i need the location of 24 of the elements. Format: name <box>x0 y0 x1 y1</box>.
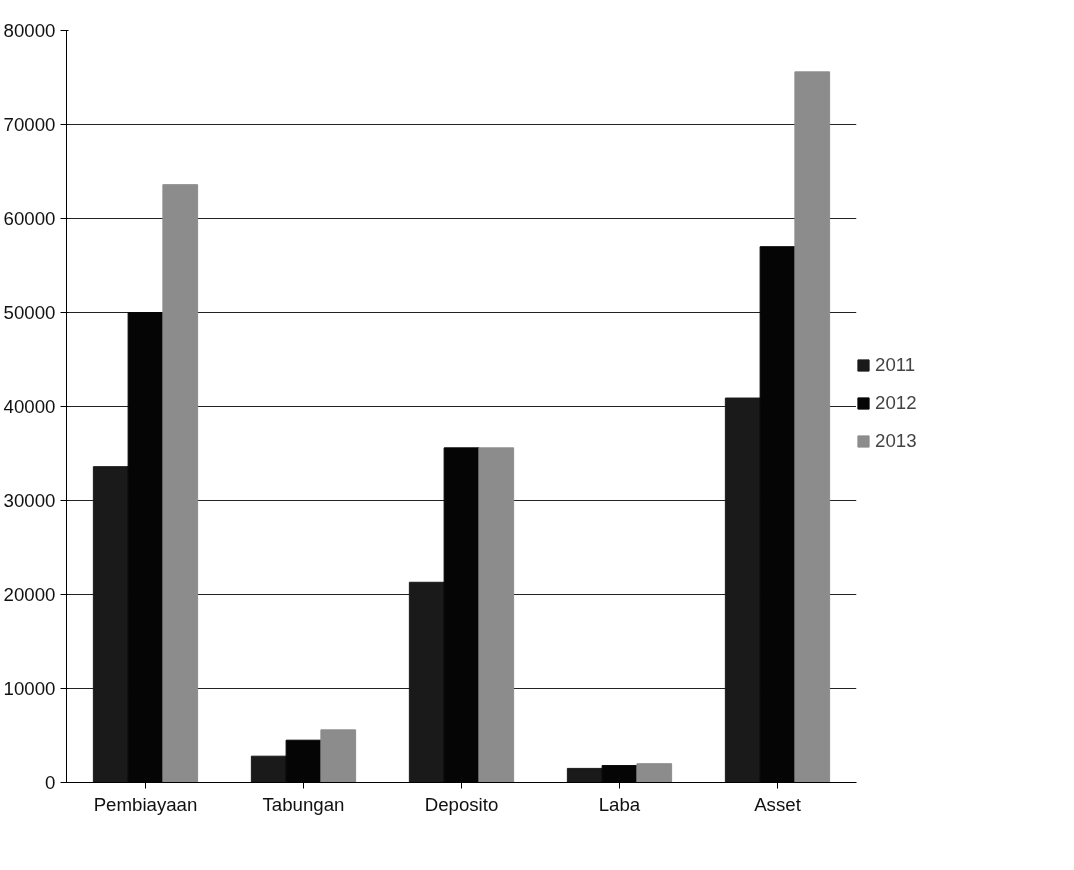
y-tick-label: 20000 <box>3 584 56 605</box>
y-tick-label: 30000 <box>3 490 56 511</box>
bar <box>566 767 603 783</box>
bar <box>162 184 199 783</box>
bar <box>250 755 287 783</box>
x-tick-label: Asset <box>754 793 802 815</box>
bar <box>320 729 357 783</box>
legend-label: 2013 <box>875 430 917 452</box>
x-tick-label: Tabungan <box>262 793 345 815</box>
y-tick-label: 60000 <box>3 208 56 229</box>
x-tick-label: Laba <box>598 793 641 815</box>
y-tick-label: 80000 <box>3 20 56 41</box>
bar <box>478 447 515 783</box>
legend-label: 2011 <box>875 354 916 376</box>
y-tick-label: 40000 <box>3 396 56 417</box>
y-tick-label: 0 <box>45 772 56 793</box>
legend-label: 2012 <box>875 392 917 414</box>
y-tick-label: 70000 <box>3 114 56 135</box>
y-tick-label: 10000 <box>3 678 56 699</box>
x-tick-label: Pembiayaan <box>93 793 198 815</box>
x-tick-label: Deposito <box>424 793 499 815</box>
bar <box>794 71 831 783</box>
bar <box>636 763 673 783</box>
y-tick-label: 50000 <box>3 302 56 323</box>
